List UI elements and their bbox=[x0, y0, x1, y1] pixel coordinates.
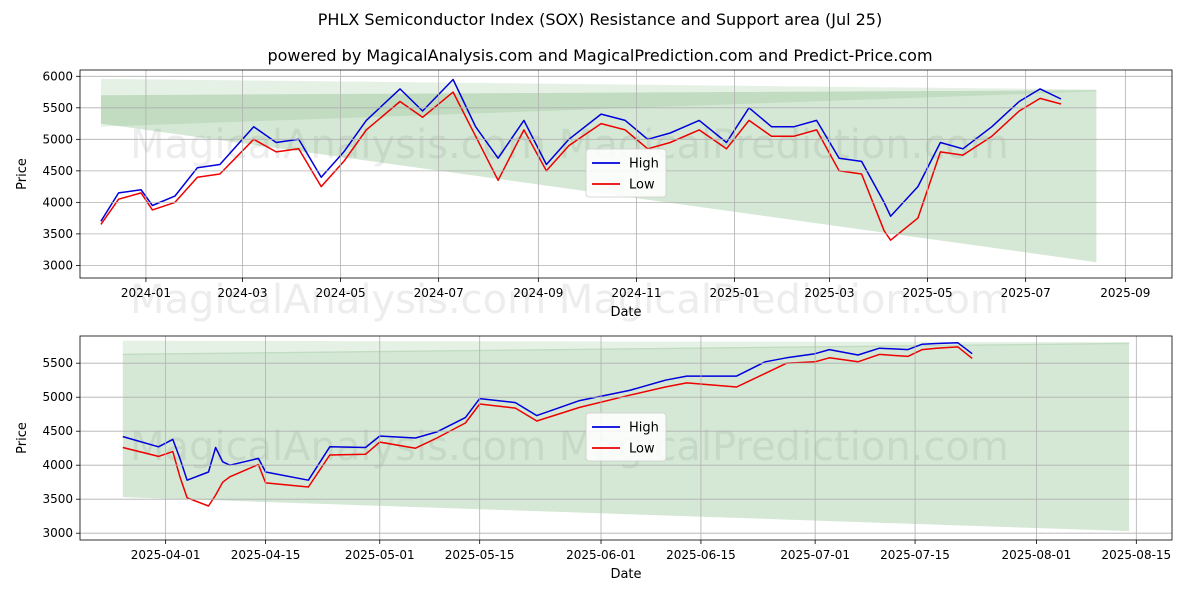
bottom-x-tick-label: 2025-04-15 bbox=[231, 548, 301, 562]
top-axes-frame bbox=[79, 69, 1173, 279]
top-series-high bbox=[100, 78, 1062, 222]
top-x-tick-label: 2025-01 bbox=[709, 286, 759, 300]
bottom-band-0 bbox=[122, 340, 1130, 356]
bottom-y-tick-label: 5000 bbox=[42, 390, 73, 404]
bottom-panel: 3000 3500 4000 4500 5000 5500 2025-04-01 2025-0… bbox=[15, 335, 1173, 582]
bottom-x-tick-label: 2025-07-01 bbox=[780, 548, 850, 562]
bottom-x-axis-label: Date bbox=[610, 567, 641, 582]
top-series-low bbox=[100, 91, 1062, 241]
bottom-legend-label-low: Low bbox=[629, 442, 655, 457]
top-legend-box bbox=[585, 148, 667, 198]
top-legend-label-high: High bbox=[629, 157, 659, 172]
bottom-y-tick-label: 3000 bbox=[42, 526, 73, 540]
top-x-tick-label: 2025-09 bbox=[1100, 286, 1150, 300]
top-y-tick-label: 5500 bbox=[42, 101, 73, 115]
bottom-y-axis-label: Price bbox=[15, 422, 30, 454]
top-x-axis-label: Date bbox=[610, 305, 641, 320]
top-x-tick-label: 2025-05 bbox=[902, 286, 952, 300]
bottom-x-tick-label: 2025-07-15 bbox=[880, 548, 950, 562]
top-y-tick-label: 3000 bbox=[42, 258, 73, 272]
top-x-tick-label: 2024-03 bbox=[217, 286, 267, 300]
bottom-x-tick-label: 2025-06-01 bbox=[566, 548, 636, 562]
top-y-tick-label: 3500 bbox=[42, 227, 73, 241]
top-legend-label-low: Low bbox=[629, 178, 655, 193]
top-panel: 3000 3500 4000 4500 5000 5500 6000 2024-01 2024-… bbox=[15, 69, 1173, 320]
bottom-y-tick-label: 5500 bbox=[42, 356, 73, 370]
top-x-tick-label: 2024-05 bbox=[315, 286, 365, 300]
top-y-tick-label: 4500 bbox=[42, 164, 73, 178]
top-y-tick-label: 6000 bbox=[42, 69, 73, 83]
top-y-tick-label: 5000 bbox=[42, 132, 73, 146]
bottom-axes-frame bbox=[79, 335, 1173, 541]
bottom-x-tick-label: 2025-08-01 bbox=[1002, 548, 1072, 562]
bottom-legend-label-high: High bbox=[629, 421, 659, 436]
top-band-0 bbox=[100, 78, 1097, 127]
top-y-axis-label: Price bbox=[15, 158, 30, 190]
top-x-tick-label: 2024-09 bbox=[513, 286, 563, 300]
top-x-tick-label: 2025-03 bbox=[804, 286, 854, 300]
bottom-x-tick-label: 2025-05-01 bbox=[345, 548, 415, 562]
bottom-y-tick-label: 4000 bbox=[42, 458, 73, 472]
bottom-x-tick-label: 2025-05-15 bbox=[445, 548, 515, 562]
top-x-tick-label: 2024-11 bbox=[611, 286, 661, 300]
chart-subtitle: powered by MagicalAnalysis.com and Magic… bbox=[267, 46, 933, 65]
bottom-legend-box bbox=[585, 412, 667, 462]
top-x-tick-label: 2024-07 bbox=[414, 286, 464, 300]
top-x-tick-label: 2025-07 bbox=[1001, 286, 1051, 300]
top-legend: High Low bbox=[585, 148, 667, 198]
bottom-y-tick-label: 3500 bbox=[42, 492, 73, 506]
bottom-y-tick-label: 4500 bbox=[42, 424, 73, 438]
bottom-x-tick-label: 2025-06-15 bbox=[666, 548, 736, 562]
chart-title: PHLX Semiconductor Index (SOX) Resistanc… bbox=[317, 10, 883, 29]
bottom-x-tick-label: 2025-08-15 bbox=[1101, 548, 1171, 562]
top-y-tick-label: 4000 bbox=[42, 195, 73, 209]
top-x-tick-label: 2024-01 bbox=[121, 286, 171, 300]
bottom-legend: High Low bbox=[585, 412, 667, 462]
bottom-x-tick-label: 2025-04-01 bbox=[131, 548, 201, 562]
